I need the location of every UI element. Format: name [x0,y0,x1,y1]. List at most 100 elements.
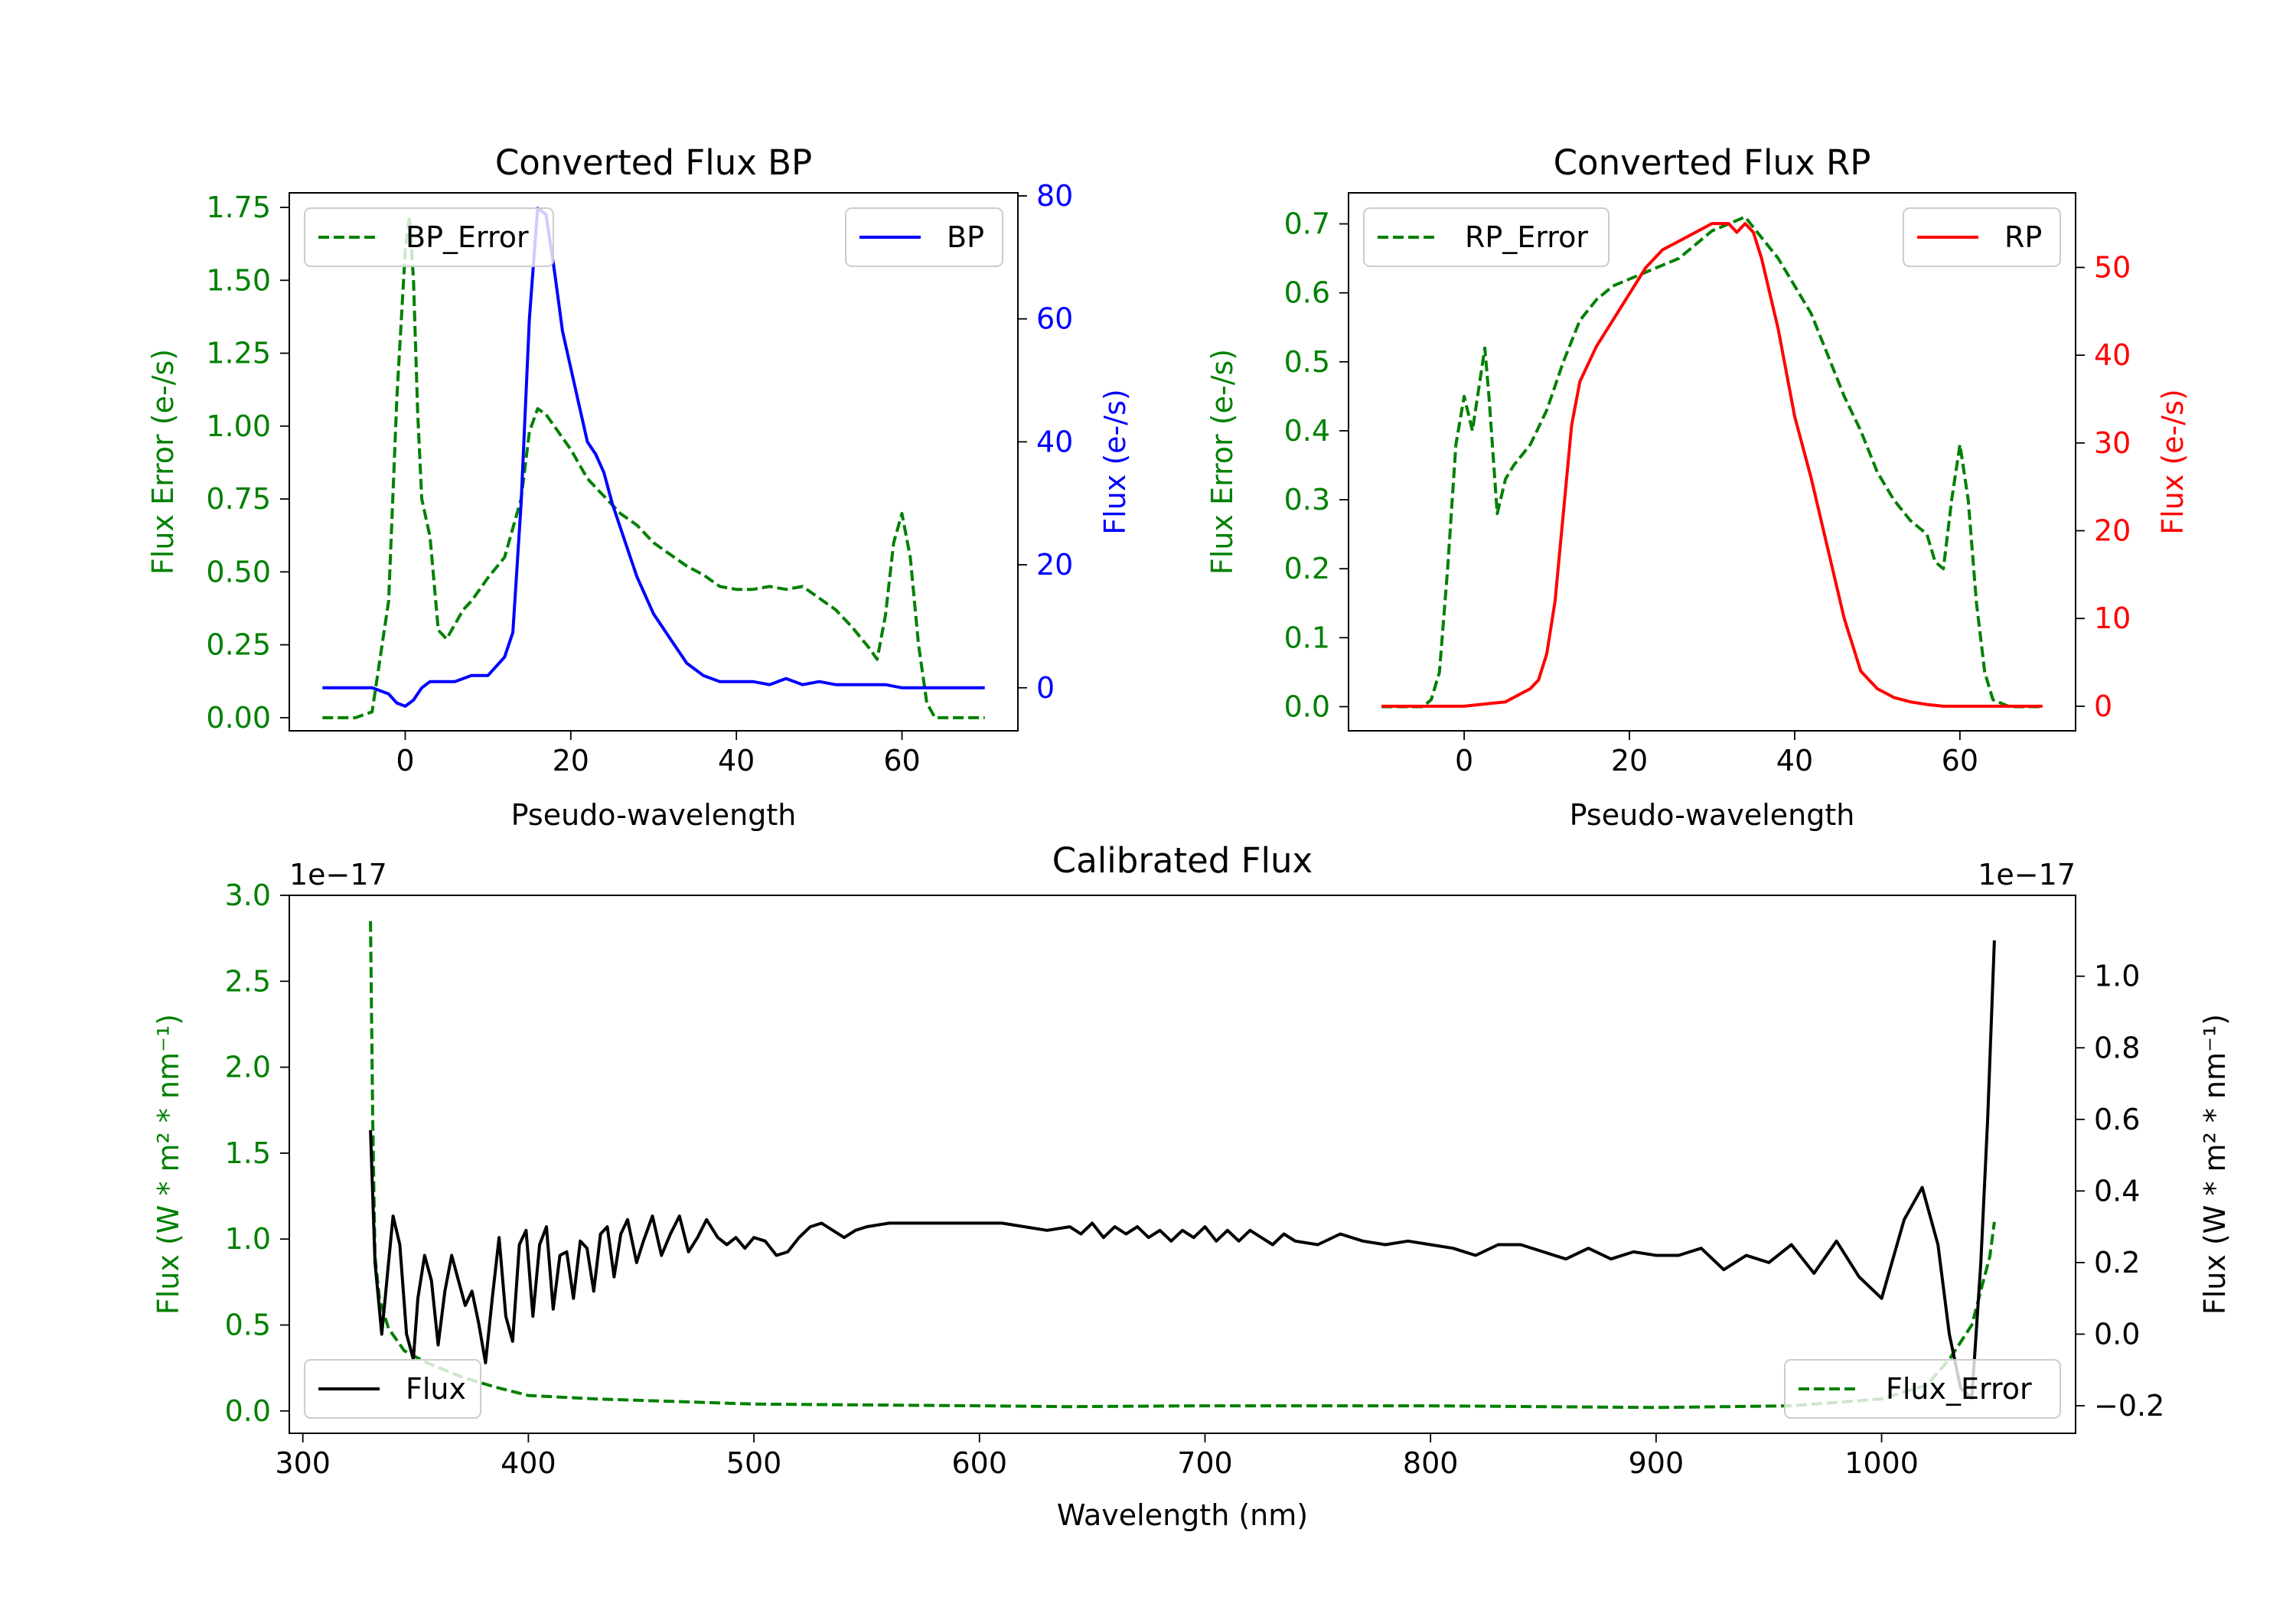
x-tick-label: 20 [1611,744,1648,777]
left-y-tick-label: 0.6 [1284,276,1330,310]
left-y-tick-label: 0.0 [1284,689,1330,723]
legend-rp-error: RP_Error [1363,207,1609,267]
left-y-tick-label: 1.75 [206,191,271,224]
x-tick-label: 600 [952,1446,1008,1480]
left-y-tick-label: 0.7 [1284,207,1330,241]
left-y-axis-label: Flux Error (e-/s) [1205,349,1239,575]
right-y-tick-label: 80 [1036,179,1073,213]
left-y-tick-label: 0.5 [225,1309,271,1342]
legend-label: RP_Error [1465,220,1588,254]
left-offset-text: 1e−17 [289,858,387,892]
legend-bp: BP [845,207,1003,267]
right-y-tick-label: 20 [2094,514,2131,548]
legend-label: BP_Error [406,220,529,254]
series-line-rp-error [1381,215,2043,709]
right-y-tick-label: 40 [2094,338,2131,372]
left-y-tick-label: 1.0 [225,1222,271,1256]
x-tick-label: 300 [275,1446,331,1480]
left-y-tick-label: 1.5 [225,1136,271,1170]
legend-flux: Flux [304,1359,481,1419]
left-y-tick-label: 2.0 [225,1051,271,1084]
x-tick-label: 20 [553,744,589,777]
bp-panel: 0 20 40 60 0.00 0.25 0.50 0.75 1.00 1.25 1.50 1.75 0… [146,142,1132,832]
right-y-tick-label: 40 [1036,425,1073,458]
x-tick-label: 900 [1629,1446,1684,1480]
right-y-tick-label: 1.0 [2094,960,2140,993]
left-y-tick-label: 0.1 [1284,621,1330,654]
x-axis-label: Pseudo-wavelength [1570,798,1855,832]
legend-label: BP [947,220,984,254]
x-tick-label: 500 [726,1446,782,1480]
right-y-tick-label: 0 [2094,689,2112,723]
legend-flux-error: Flux_Error [1784,1359,2061,1419]
plot-frame [289,895,2076,1434]
left-y-tick-label: 0.0 [225,1394,271,1428]
right-y-tick-label: 0.0 [2094,1317,2140,1351]
right-y-tick-label: 0.4 [2094,1174,2140,1208]
right-y-axis-label: Flux (e-/s) [1098,389,1132,534]
chart-title: Calibrated Flux [1052,840,1313,881]
x-tick-label: 40 [718,744,755,777]
right-y-axis-label: Flux (W * m² * nm⁻¹) [2198,1014,2232,1315]
left-y-tick-label: 3.0 [225,878,271,912]
right-y-tick-label: 0.2 [2094,1246,2140,1279]
x-axis-label: Pseudo-wavelength [511,798,797,832]
right-y-tick-label: 30 [2094,426,2131,460]
left-y-tick-label: 0.75 [206,482,271,516]
x-tick-label: 60 [1942,744,1978,777]
left-y-tick-label: 2.5 [225,964,271,998]
right-y-tick-label: 20 [1036,548,1073,582]
left-y-tick-label: 0.4 [1284,414,1330,448]
legend-label: RP [2004,220,2042,254]
left-y-tick-label: 1.00 [206,409,271,443]
right-y-tick-label: −0.2 [2094,1389,2164,1423]
left-y-tick-label: 1.25 [206,337,271,370]
series-line-bp [322,207,985,708]
x-tick-label: 400 [501,1446,556,1480]
right-y-tick-label: 50 [2094,250,2131,284]
x-axis-label: Wavelength (nm) [1057,1498,1308,1532]
left-y-tick-label: 0.2 [1284,552,1330,585]
chart-title: Converted Flux RP [1554,142,1871,183]
legend-label: Flux_Error [1886,1372,2032,1406]
legend-box [304,1359,481,1419]
x-tick-label: 1000 [1844,1446,1919,1480]
series-line-rp [1381,222,2043,708]
right-y-tick-label: 10 [2094,601,2131,635]
x-tick-label: 0 [1455,744,1473,777]
left-y-tick-label: 0.50 [206,555,271,588]
legend-box [1784,1359,2061,1419]
right-y-tick-label: 60 [1036,302,1073,336]
right-y-axis-label: Flux (e-/s) [2156,389,2190,534]
x-tick-label: 60 [883,744,920,777]
legend-box [845,207,1003,267]
legend-box [1363,207,1609,267]
legend-box [304,207,554,267]
legend-label: Flux [406,1372,466,1406]
legend-box [1903,207,2061,267]
chart-title: Converted Flux BP [495,142,812,183]
plot-frame [289,192,1019,732]
legend-bp-error: BP_Error [304,207,554,267]
rp-panel: 0 20 40 60 0.0 0.1 0.2 0.3 0.4 0.5 0.6 0.7 0 10 20 30 40… [1205,142,2190,832]
left-y-tick-label: 1.50 [206,263,271,297]
x-tick-label: 800 [1403,1446,1459,1480]
left-y-tick-label: 0.5 [1284,345,1330,379]
left-y-tick-label: 0.00 [206,701,271,735]
right-y-tick-label: 0 [1036,671,1055,705]
right-y-tick-label: 0.6 [2094,1103,2140,1136]
legend-rp: RP [1903,207,2061,267]
series-line-flux [369,940,1996,1400]
left-y-axis-label: Flux (W * m² * nm⁻¹) [152,1014,185,1315]
right-offset-text: 1e−17 [1978,858,2076,892]
x-tick-label: 40 [1776,744,1813,777]
right-y-tick-label: 0.8 [2094,1031,2140,1064]
x-tick-label: 700 [1177,1446,1233,1480]
left-y-axis-label: Flux Error (e-/s) [146,349,180,575]
plot-frame [1348,192,2076,732]
left-y-tick-label: 0.3 [1284,483,1330,517]
x-tick-label: 0 [396,744,414,777]
left-y-tick-label: 0.25 [206,628,271,662]
calibrated-panel: 300 400 500 600 700 800 900 1000 0.0 0.5 1.0 1.5 2.0… [152,840,2232,1532]
